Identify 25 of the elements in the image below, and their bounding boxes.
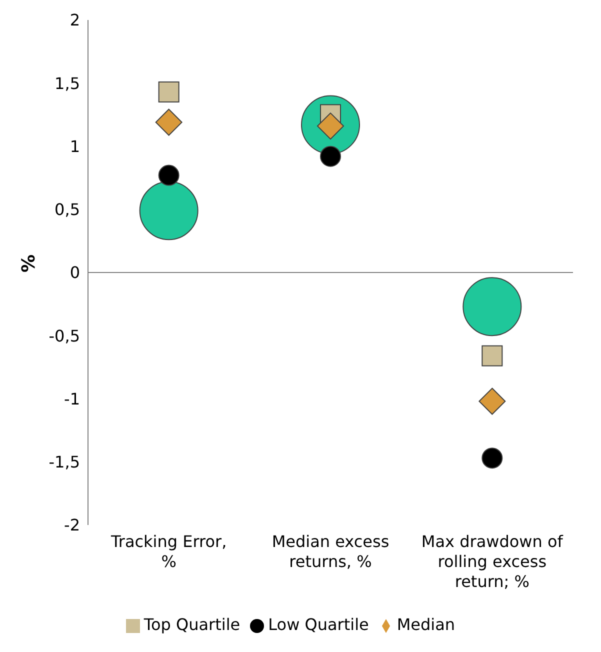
point xyxy=(158,81,180,102)
y-axis-title: % xyxy=(18,254,40,272)
point xyxy=(139,181,198,240)
x-tick-label: Median excess returns, % xyxy=(272,532,390,571)
x-tick-label: Max drawdown of rolling excess return; % xyxy=(421,532,564,591)
x-tick-label: Tracking Error, % xyxy=(110,532,227,571)
legend-label: Low Quartile xyxy=(268,615,369,634)
point xyxy=(482,345,503,366)
point xyxy=(462,277,522,336)
legend-label: Top Quartile xyxy=(144,615,240,634)
y-tick-label: -0,5 xyxy=(48,326,80,346)
y-tick-label: 2 xyxy=(70,10,80,30)
y-tick-label: -1,5 xyxy=(48,452,80,472)
point xyxy=(158,164,180,186)
y-tick-label: -1 xyxy=(64,389,80,408)
y-tick-label: 0,5 xyxy=(54,200,80,220)
y-tick-label: 0 xyxy=(70,263,80,282)
point xyxy=(155,108,182,136)
legend-label: Median xyxy=(396,615,456,634)
y-tick-label: -2 xyxy=(64,516,80,535)
point xyxy=(478,388,506,415)
point xyxy=(482,448,503,469)
y-tick-label: 1 xyxy=(70,136,80,156)
point xyxy=(320,146,341,167)
y-tick-label: 1,5 xyxy=(54,74,80,93)
